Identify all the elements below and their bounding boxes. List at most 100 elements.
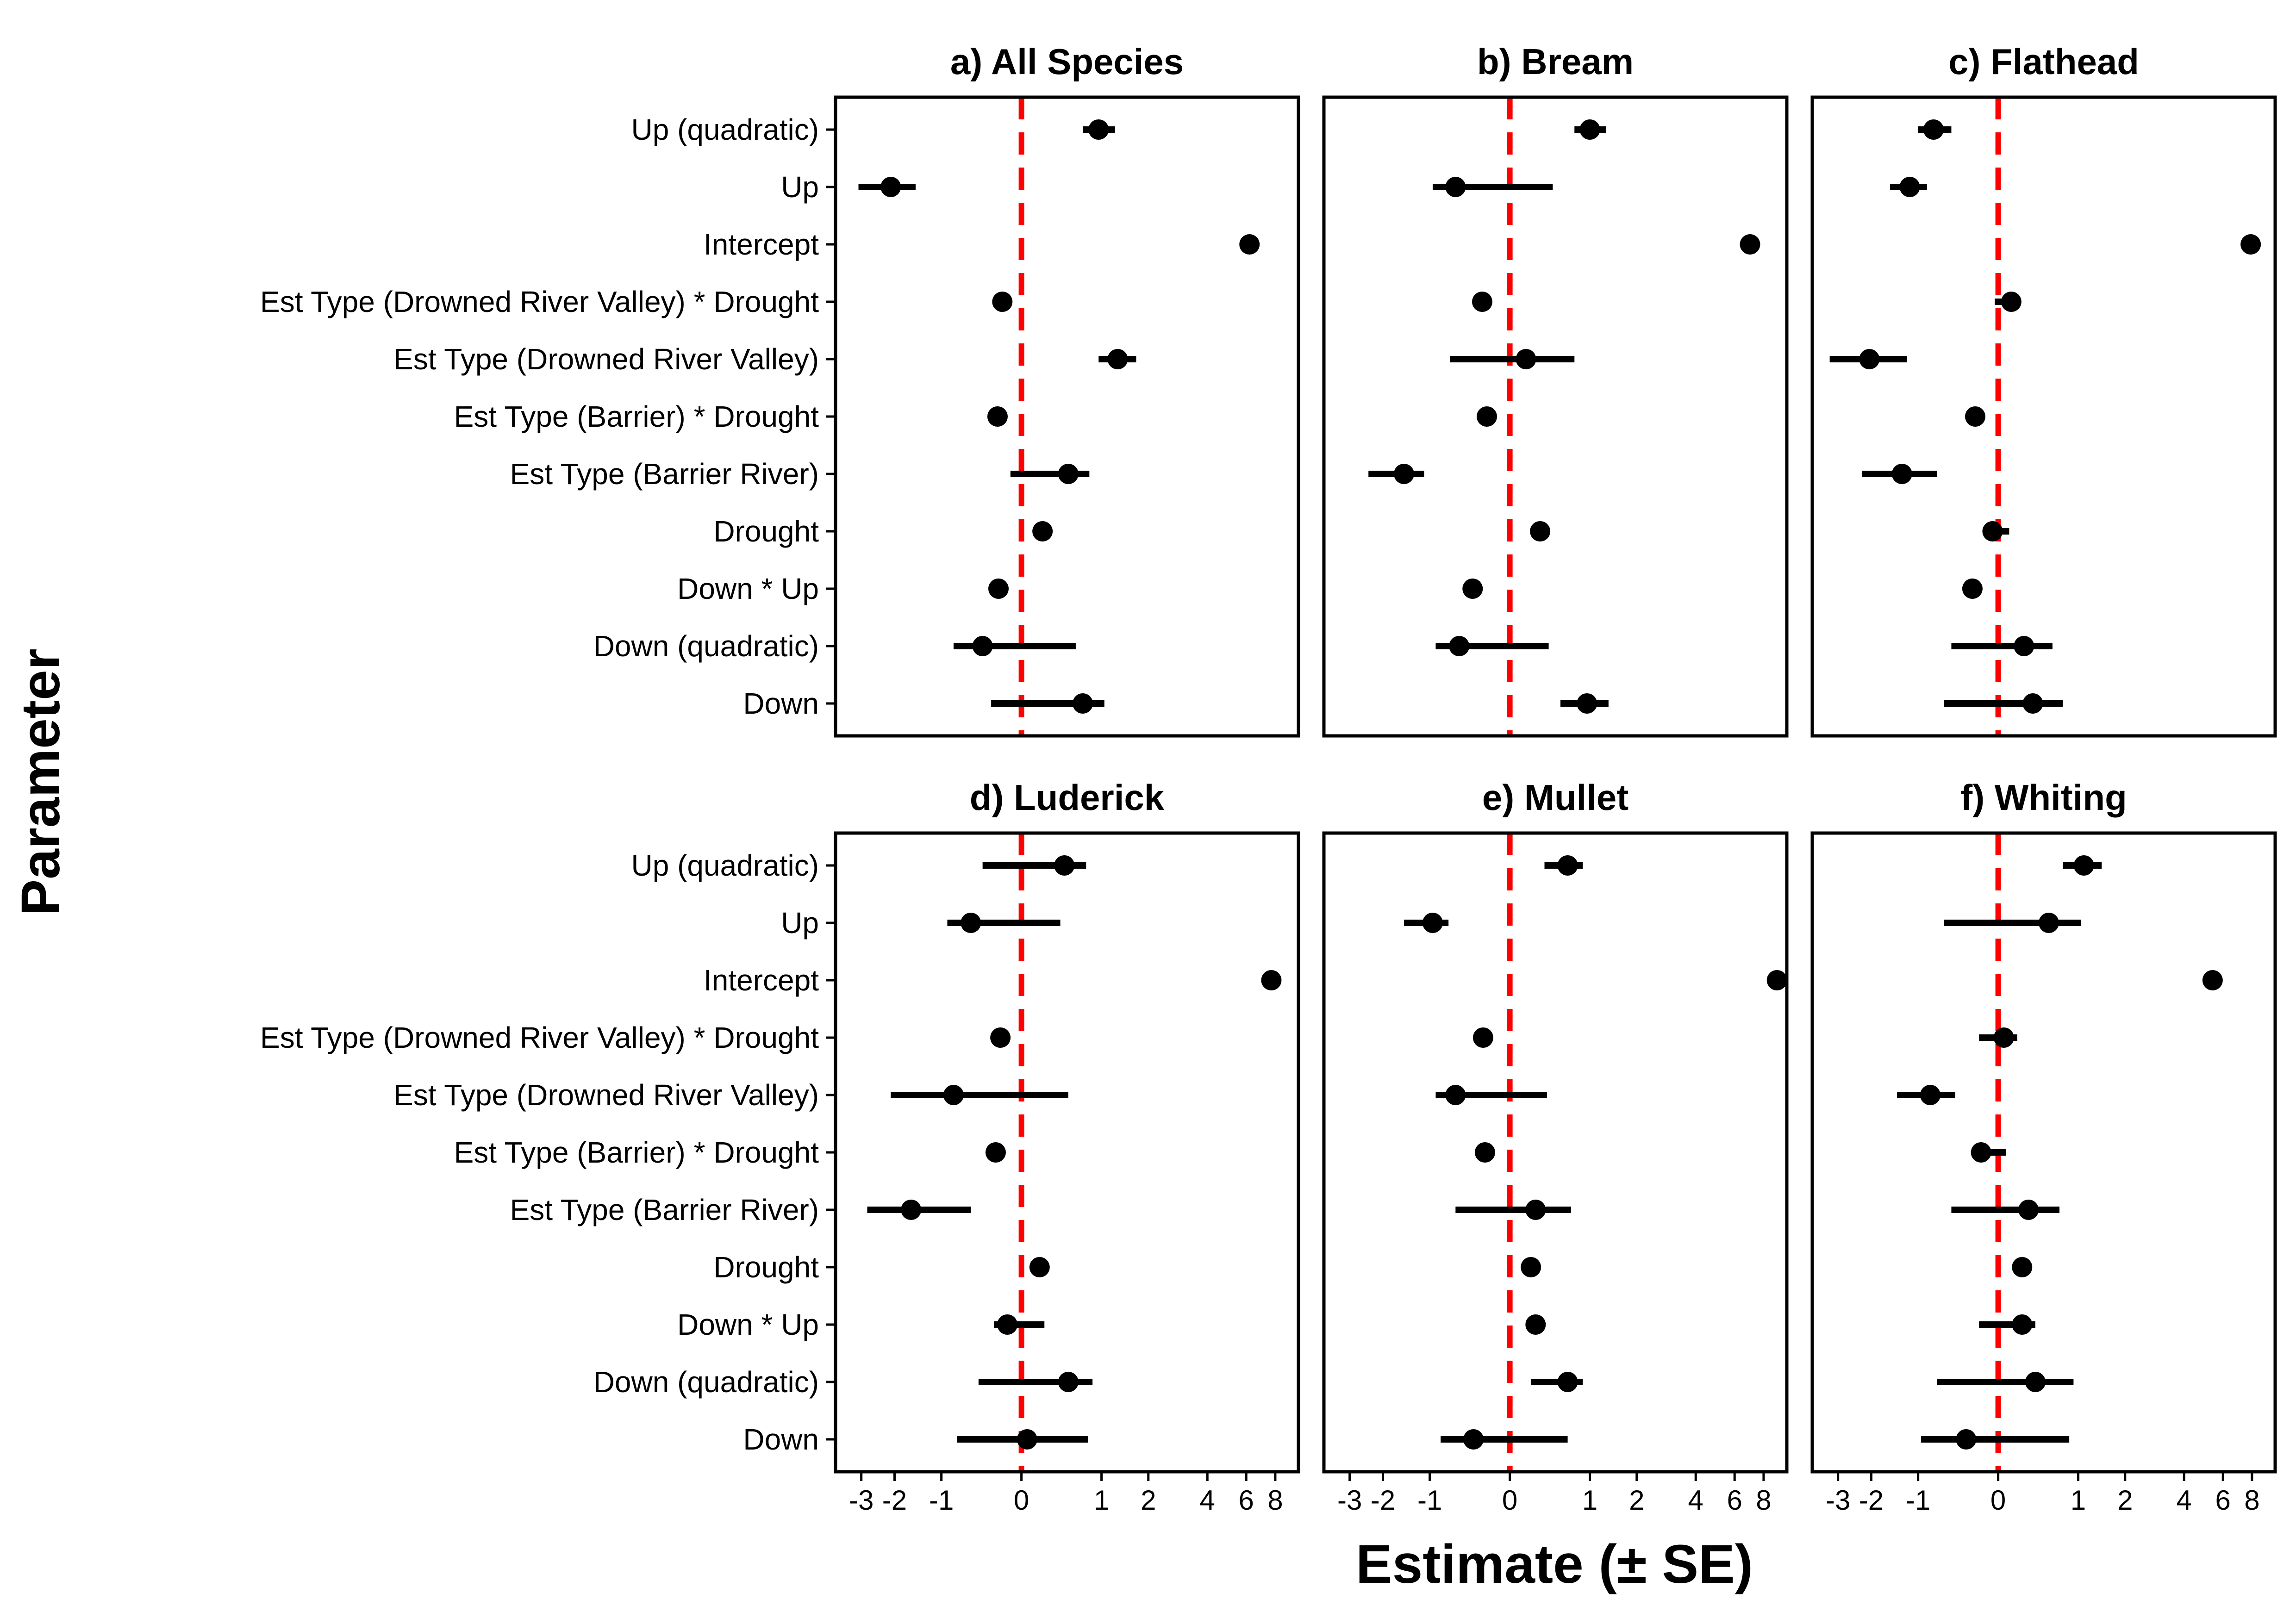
panel-frame bbox=[834, 95, 1300, 738]
x-tick-label: 2 bbox=[1629, 1485, 1644, 1516]
panel-4: d) Luderick Up (quadratic) Up Intercept Est … bbox=[260, 777, 1300, 1516]
estimate-point bbox=[2202, 970, 2223, 990]
estimate-point bbox=[1557, 1372, 1578, 1392]
estimate-point bbox=[972, 636, 993, 656]
estimate-point bbox=[997, 1314, 1018, 1335]
parameter-label: Intercept bbox=[704, 228, 819, 261]
panel-5: e) Mullet -3 -2 -1 0 1 2 4 6 8 bbox=[1322, 777, 1789, 1516]
panel-1: a) All Species Up (quadratic) Up Intercept E… bbox=[260, 41, 1300, 738]
parameter-label: Est Type (Drowned River Valley) bbox=[393, 1078, 819, 1112]
estimate-point bbox=[1445, 177, 1466, 197]
parameter-label: Est Type (Drowned River Valley) bbox=[393, 342, 819, 376]
estimate-point bbox=[1766, 970, 1787, 990]
x-tick-label: -2 bbox=[882, 1485, 907, 1516]
estimate-point bbox=[880, 177, 901, 197]
x-tick-label: -3 bbox=[849, 1485, 873, 1516]
estimate-point bbox=[1971, 1142, 1991, 1163]
estimate-point bbox=[1463, 1429, 1484, 1450]
x-tick-label: 1 bbox=[2071, 1485, 2086, 1516]
panel-frame bbox=[1810, 831, 2277, 1474]
panel-frame bbox=[1810, 95, 2277, 738]
estimate-point bbox=[1054, 855, 1075, 876]
panel-title: e) Mullet bbox=[1482, 777, 1628, 818]
estimate-point bbox=[1962, 579, 1983, 599]
x-tick-label: 8 bbox=[2244, 1485, 2259, 1516]
panel-title: d) Luderick bbox=[970, 777, 1165, 818]
estimate-point bbox=[2038, 913, 2059, 933]
estimate-point bbox=[1462, 579, 1483, 599]
estimate-point bbox=[1982, 521, 2003, 541]
panel-grid: a) All Species Up (quadratic) Up Intercept E… bbox=[260, 41, 2277, 1516]
estimate-point bbox=[1557, 855, 1578, 876]
estimate-point bbox=[2025, 1372, 2046, 1392]
x-tick-label: -1 bbox=[929, 1485, 954, 1516]
estimate-point bbox=[1521, 1257, 1541, 1277]
parameter-label: Est Type (Barrier) * Drought bbox=[454, 400, 819, 433]
x-tick-label: 4 bbox=[1200, 1485, 1215, 1516]
estimate-point bbox=[1516, 349, 1536, 369]
parameter-label: Est Type (Barrier River) bbox=[510, 1193, 819, 1226]
x-tick-label: -1 bbox=[1906, 1485, 1930, 1516]
estimate-point bbox=[1239, 234, 1260, 255]
estimate-point bbox=[1993, 1027, 2014, 1048]
parameter-label: Up bbox=[781, 170, 819, 204]
panel-3: c) Flathead bbox=[1810, 41, 2277, 738]
x-tick-label: 8 bbox=[1756, 1485, 1771, 1516]
estimate-point bbox=[1740, 234, 1760, 255]
x-tick-label: 4 bbox=[1688, 1485, 1703, 1516]
parameter-label: Down (quadratic) bbox=[593, 1365, 819, 1399]
x-tick-label: 6 bbox=[1239, 1485, 1254, 1516]
x-tick-label: 1 bbox=[1582, 1485, 1597, 1516]
estimate-point bbox=[1956, 1429, 1977, 1450]
x-tick-label: 0 bbox=[1502, 1485, 1517, 1516]
x-tick-label: -3 bbox=[1826, 1485, 1850, 1516]
x-tick-label: 8 bbox=[1267, 1485, 1283, 1516]
estimate-point bbox=[1525, 1314, 1546, 1335]
estimate-point bbox=[1393, 464, 1414, 484]
estimate-point bbox=[1017, 1429, 1037, 1450]
parameter-label: Down bbox=[743, 1423, 819, 1456]
estimate-point bbox=[2014, 636, 2034, 656]
x-tick-label: -3 bbox=[1337, 1485, 1362, 1516]
parameter-label: Est Type (Drowned River Valley) * Drough… bbox=[260, 285, 819, 318]
estimate-point bbox=[992, 292, 1013, 312]
estimate-point bbox=[943, 1085, 964, 1105]
estimate-point bbox=[1449, 636, 1470, 656]
estimate-point bbox=[1891, 464, 1912, 484]
x-axis-title: Estimate (± SE) bbox=[1356, 1534, 1753, 1595]
panel-title: c) Flathead bbox=[1948, 41, 2139, 82]
estimate-point bbox=[1577, 693, 1597, 714]
parameter-label: Down (quadratic) bbox=[593, 629, 819, 663]
estimate-point bbox=[1530, 521, 1551, 541]
x-tick-label: 6 bbox=[2215, 1485, 2231, 1516]
estimate-point bbox=[2240, 234, 2261, 255]
estimate-point bbox=[1261, 970, 1282, 990]
parameter-label: Est Type (Barrier River) bbox=[510, 457, 819, 491]
parameter-label: Up bbox=[781, 906, 819, 940]
estimate-point bbox=[1472, 292, 1492, 312]
parameter-label: Down * Up bbox=[677, 572, 819, 605]
parameter-label: Down bbox=[743, 687, 819, 720]
estimate-point bbox=[1477, 406, 1497, 427]
estimate-point bbox=[1107, 349, 1128, 369]
estimate-point bbox=[988, 579, 1009, 599]
estimate-point bbox=[1445, 1085, 1466, 1105]
panel-2: b) Bream bbox=[1322, 41, 1789, 738]
x-tick-label: 1 bbox=[1094, 1485, 1109, 1516]
parameter-label: Up (quadratic) bbox=[631, 113, 819, 146]
estimate-point bbox=[1032, 521, 1053, 541]
x-tick-label: -1 bbox=[1417, 1485, 1442, 1516]
x-tick-label: 4 bbox=[2177, 1485, 2192, 1516]
estimate-point bbox=[901, 1200, 922, 1220]
panel-frame bbox=[1322, 831, 1789, 1474]
estimate-point bbox=[1058, 1372, 1079, 1392]
x-tick-label: -2 bbox=[1859, 1485, 1884, 1516]
estimate-point bbox=[1058, 464, 1079, 484]
x-tick-label: 2 bbox=[2117, 1485, 2133, 1516]
panel-title: f) Whiting bbox=[1960, 777, 2127, 818]
estimate-point bbox=[990, 1027, 1011, 1048]
estimate-point bbox=[1525, 1200, 1546, 1220]
parameter-label: Up (quadratic) bbox=[631, 849, 819, 882]
estimate-point bbox=[1474, 1142, 1495, 1163]
